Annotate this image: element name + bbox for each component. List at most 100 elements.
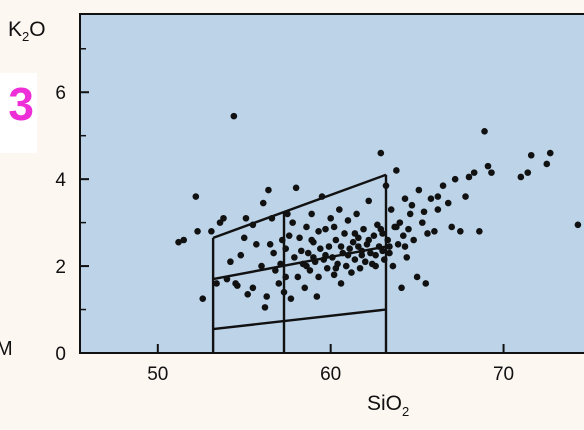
- data-point: [227, 258, 234, 266]
- data-point: [277, 260, 284, 268]
- data-point: [372, 251, 379, 259]
- data-point: [266, 241, 274, 248]
- data-point: [284, 210, 291, 218]
- data-point: [330, 271, 338, 279]
- data-point: [330, 223, 338, 231]
- data-point: [488, 169, 495, 176]
- data-point: [344, 251, 352, 259]
- data-point: [263, 293, 271, 300]
- data-point: [230, 112, 238, 120]
- data-point: [249, 221, 257, 229]
- data-point: [258, 262, 265, 270]
- data-point: [448, 223, 455, 231]
- data-point: [282, 245, 290, 252]
- data-point: [337, 243, 345, 250]
- data-point: [304, 249, 312, 257]
- data-point: [337, 280, 345, 287]
- data-point: [361, 258, 369, 266]
- data-point: [377, 149, 385, 157]
- data-point: [358, 251, 366, 259]
- data-point: [336, 206, 343, 213]
- data-point: [465, 173, 473, 181]
- data-point: [543, 160, 551, 168]
- data-point: [249, 284, 257, 292]
- data-point: [393, 167, 400, 174]
- data-point: [399, 232, 407, 239]
- data-point: [287, 295, 295, 302]
- data-point: [379, 247, 386, 255]
- data-point: [240, 234, 248, 242]
- classification-fields: [211, 173, 388, 353]
- y-axis-title: K2O: [8, 18, 46, 44]
- y-tick-label: 2: [55, 257, 66, 278]
- data-point: [353, 210, 360, 218]
- field-boundary-lower-line: [212, 308, 387, 331]
- data-point: [303, 262, 310, 270]
- data-point: [546, 149, 554, 157]
- data-point: [484, 162, 492, 170]
- data-point: [317, 245, 324, 252]
- data-point: [377, 225, 385, 233]
- data-point: [387, 206, 395, 213]
- edge-label: M: [0, 338, 13, 360]
- data-point: [351, 256, 359, 263]
- field-boundary-upper-line: [212, 173, 387, 239]
- data-point: [370, 232, 378, 239]
- data-point: [419, 219, 426, 226]
- data-point: [356, 264, 364, 272]
- data-point: [574, 221, 582, 229]
- data-point: [365, 236, 373, 244]
- data-point: [192, 193, 200, 200]
- y-tick-label: 6: [55, 83, 66, 104]
- data-point: [294, 273, 302, 281]
- figure-tag: 3: [8, 78, 34, 130]
- data-point: [431, 228, 438, 235]
- data-point: [280, 288, 288, 296]
- data-point: [285, 232, 293, 239]
- x-tick-label: 60: [320, 364, 341, 385]
- data-point: [372, 262, 379, 270]
- data-point: [303, 223, 310, 231]
- data-point: [422, 280, 430, 287]
- data-point: [270, 249, 277, 257]
- data-point: [476, 228, 483, 235]
- data-point: [386, 249, 393, 257]
- data-point: [244, 291, 251, 298]
- data-point: [394, 241, 402, 248]
- data-point: [342, 262, 350, 270]
- x-tick-label: 50: [147, 364, 168, 385]
- data-point: [382, 182, 390, 189]
- data-point: [410, 236, 417, 244]
- data-point: [349, 238, 357, 246]
- data-point: [265, 186, 272, 194]
- data-point: [384, 236, 392, 244]
- data-point: [199, 295, 207, 302]
- y-tick-label: 4: [55, 170, 66, 191]
- data-point: [322, 251, 329, 259]
- data-point: [420, 208, 428, 216]
- data-point: [365, 197, 373, 205]
- data-point: [310, 254, 317, 261]
- data-point: [434, 206, 442, 213]
- data-points: [175, 112, 582, 311]
- data-point: [462, 193, 469, 200]
- data-point: [194, 228, 201, 235]
- data-point: [346, 245, 353, 252]
- data-point: [393, 223, 400, 231]
- data-point: [261, 304, 269, 311]
- data-point: [291, 254, 298, 261]
- data-point: [323, 264, 331, 272]
- data-point: [457, 228, 464, 235]
- data-point: [406, 210, 414, 218]
- data-point: [329, 254, 336, 261]
- data-point: [322, 225, 329, 233]
- data-point: [242, 214, 250, 222]
- data-point: [272, 267, 279, 274]
- data-point: [220, 214, 227, 222]
- y-tick-label: 0: [55, 344, 66, 365]
- tick-labels: 0 2 4 6 50 60 70: [55, 83, 514, 385]
- x-tick-label: 70: [493, 364, 514, 385]
- data-point: [325, 243, 333, 250]
- data-point: [413, 273, 421, 281]
- data-point: [318, 193, 326, 200]
